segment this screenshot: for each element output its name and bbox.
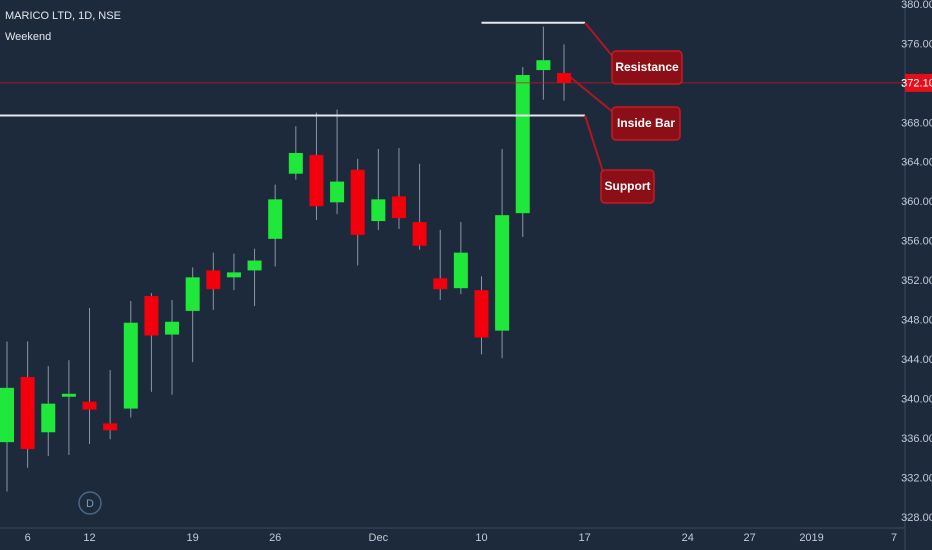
candle-body: [536, 60, 551, 71]
callout-connector: [569, 76, 615, 114]
candle-body: [515, 75, 530, 214]
x-tick-label: 12: [83, 532, 95, 544]
callout-box: [611, 106, 681, 141]
candle-body: [371, 199, 386, 222]
chart-title: MARICO LTD, 1D, NSE: [5, 10, 121, 22]
x-tick-label: 7: [891, 532, 897, 544]
candle-body: [557, 73, 572, 83]
y-tick-label: 344.00: [901, 354, 932, 366]
candle-body: [41, 403, 56, 433]
candle-body: [391, 196, 406, 219]
x-tick-label: Dec: [369, 532, 389, 544]
candle-body: [495, 215, 510, 331]
y-tick-label: 376.00: [901, 38, 932, 50]
x-tick-label: 24: [682, 532, 694, 544]
event-marker[interactable]: D: [86, 498, 94, 510]
last-price-box: [905, 73, 932, 92]
y-tick-label: 352.00: [901, 275, 932, 287]
candle-body: [412, 222, 427, 246]
callout-label: Inside Bar: [617, 116, 675, 130]
candle-body: [330, 181, 345, 203]
candle-body: [433, 278, 448, 290]
x-tick-label: 2019: [799, 532, 823, 544]
candle-body: [288, 152, 303, 174]
y-tick-label: 328.00: [901, 512, 932, 524]
callout-box: [600, 169, 655, 204]
y-tick-label: 340.00: [901, 394, 932, 406]
y-tick-label: 364.00: [901, 157, 932, 169]
candle-body: [144, 296, 159, 336]
y-tick-label: 380.00: [901, 0, 932, 11]
candle-body: [247, 260, 262, 271]
x-tick-label: 27: [744, 532, 756, 544]
x-tick-label: 26: [269, 532, 281, 544]
candle-body: [103, 423, 118, 431]
candle-body: [309, 154, 324, 207]
candle-body: [226, 272, 241, 278]
callout-connector: [584, 22, 615, 59]
candle-body: [82, 401, 97, 410]
candle-body: [268, 199, 283, 239]
candle-body: [206, 270, 221, 290]
candle-body: [61, 393, 76, 397]
callout-label: Resistance: [615, 60, 679, 74]
y-tick-label: 332.00: [901, 473, 932, 485]
y-tick-label: 368.00: [901, 117, 932, 129]
candle-body: [350, 169, 365, 235]
y-tick-label: 360.00: [901, 196, 932, 208]
candle-body: [474, 290, 489, 338]
y-tick-label: 336.00: [901, 433, 932, 445]
candle-body: [453, 252, 468, 289]
last-price-label: 372.10: [901, 77, 932, 89]
candle-body: [0, 387, 14, 443]
y-tick-label: 356.00: [901, 236, 932, 248]
callout-box: [611, 50, 683, 85]
x-tick-label: 10: [475, 532, 487, 544]
x-tick-label: 19: [187, 532, 199, 544]
candle-body: [185, 277, 200, 311]
candle-body: [20, 377, 35, 450]
y-tick-label: 348.00: [901, 315, 932, 327]
event-marker-circle[interactable]: [78, 491, 102, 515]
candle-body: [123, 322, 138, 409]
chart-subtitle: Weekend: [5, 31, 51, 43]
x-tick-label: 6: [25, 532, 31, 544]
callout-connector: [584, 115, 605, 176]
candle-body: [165, 321, 180, 335]
x-tick-label: 17: [579, 532, 591, 544]
callout-label: Support: [605, 179, 651, 193]
